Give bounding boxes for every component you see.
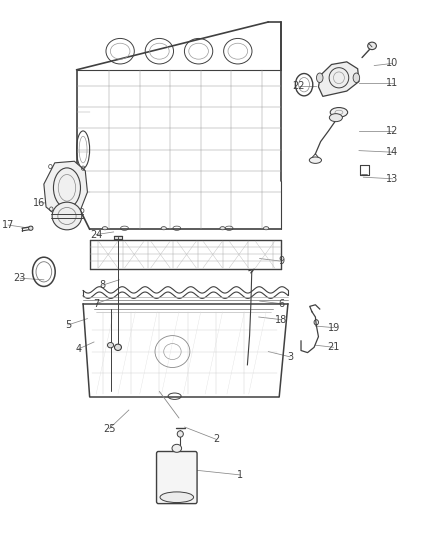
Text: 25: 25 (103, 424, 115, 434)
Ellipse shape (161, 227, 166, 230)
Ellipse shape (329, 108, 347, 117)
Ellipse shape (219, 227, 225, 230)
Text: 3: 3 (286, 352, 293, 362)
Ellipse shape (102, 227, 107, 230)
Ellipse shape (52, 202, 81, 230)
Ellipse shape (316, 73, 322, 83)
Text: 11: 11 (385, 78, 398, 88)
Text: 13: 13 (385, 174, 398, 184)
Text: 7: 7 (93, 298, 99, 309)
Text: 19: 19 (327, 322, 339, 333)
Ellipse shape (28, 226, 33, 230)
Ellipse shape (114, 344, 121, 351)
Text: 9: 9 (278, 256, 284, 266)
FancyBboxPatch shape (156, 451, 197, 504)
Text: 4: 4 (75, 344, 81, 354)
Text: 24: 24 (90, 230, 102, 240)
Text: 5: 5 (64, 320, 71, 330)
Ellipse shape (328, 114, 342, 122)
Text: 10: 10 (385, 59, 398, 68)
Text: 12: 12 (385, 126, 398, 136)
Ellipse shape (263, 227, 268, 230)
Ellipse shape (352, 73, 359, 83)
Polygon shape (318, 62, 358, 96)
Ellipse shape (367, 42, 375, 50)
Text: 17: 17 (2, 220, 14, 230)
Ellipse shape (107, 343, 113, 348)
Ellipse shape (160, 492, 193, 503)
Text: 1: 1 (237, 470, 243, 480)
Text: 14: 14 (385, 147, 398, 157)
Text: 16: 16 (33, 198, 46, 208)
Text: 21: 21 (327, 342, 339, 352)
Ellipse shape (177, 431, 183, 437)
Text: 2: 2 (212, 434, 219, 445)
Polygon shape (44, 161, 87, 216)
Text: 22: 22 (292, 81, 304, 91)
Text: 6: 6 (278, 298, 284, 309)
Ellipse shape (309, 157, 321, 164)
Text: 8: 8 (99, 280, 106, 290)
Ellipse shape (172, 445, 181, 453)
Text: 18: 18 (275, 314, 287, 325)
Text: 23: 23 (14, 273, 26, 283)
